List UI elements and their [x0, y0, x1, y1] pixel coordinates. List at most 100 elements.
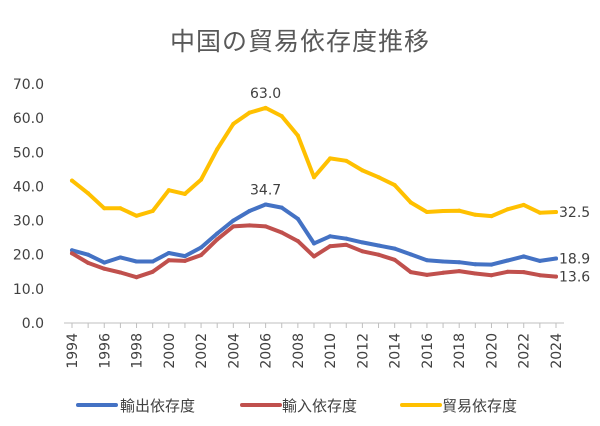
data-point — [505, 258, 510, 263]
y-tick-label: 30.0 — [13, 214, 44, 230]
x-tick-label: 1998 — [130, 333, 146, 369]
data-point — [328, 234, 333, 239]
data-point — [231, 224, 236, 229]
x-tick-label: 1996 — [97, 333, 113, 369]
x-tick-label: 2010 — [323, 333, 339, 369]
data-point — [199, 245, 204, 250]
data-label: 32.5 — [559, 205, 590, 221]
data-point — [86, 191, 91, 196]
y-tick-label: 0.0 — [22, 316, 44, 332]
data-label: 63.0 — [250, 86, 281, 102]
data-point — [408, 270, 413, 275]
legend-label-2: 貿易依存度 — [442, 397, 517, 415]
data-point — [360, 240, 365, 245]
data-point — [247, 110, 252, 115]
data-point — [521, 270, 526, 275]
data-point — [554, 274, 558, 279]
data-point — [392, 246, 397, 251]
data-point — [441, 209, 446, 214]
x-tick-label: 2008 — [291, 333, 307, 369]
data-point — [166, 258, 171, 263]
data-point — [295, 239, 300, 244]
data-label: 13.6 — [559, 270, 590, 286]
data-point — [295, 133, 300, 138]
data-point — [424, 210, 429, 215]
data-point — [376, 243, 381, 248]
y-tick-label: 20.0 — [13, 248, 44, 264]
data-point — [489, 273, 494, 278]
y-tick-label: 50.0 — [13, 145, 44, 161]
data-point — [473, 262, 478, 267]
data-point — [70, 248, 74, 253]
data-point — [312, 241, 316, 246]
data-point — [554, 256, 558, 261]
data-label: 34.7 — [250, 183, 281, 199]
x-tick-label: 2012 — [355, 333, 371, 369]
data-point — [376, 252, 381, 257]
data-point — [312, 254, 316, 259]
data-point — [344, 158, 349, 163]
data-point — [182, 254, 187, 259]
data-point — [344, 236, 349, 241]
data-point — [134, 259, 139, 264]
y-tick-label: 40.0 — [13, 179, 44, 195]
data-point — [537, 273, 542, 278]
x-tick-label: 2000 — [162, 333, 178, 369]
data-point — [279, 230, 284, 235]
data-point — [505, 269, 510, 274]
series-line-2 — [70, 105, 558, 219]
data-point — [70, 251, 74, 256]
series-line-1 — [70, 223, 558, 280]
x-tick-label: 2022 — [517, 333, 533, 369]
data-point — [86, 252, 91, 257]
data-point — [102, 266, 107, 271]
data-point — [199, 253, 204, 258]
x-tick-label: 2018 — [452, 333, 468, 369]
data-point — [150, 269, 155, 274]
data-point — [457, 260, 462, 265]
data-point — [392, 257, 397, 262]
data-point — [118, 270, 123, 275]
data-point — [312, 175, 316, 180]
data-point — [554, 210, 558, 215]
data-point — [279, 205, 284, 210]
chart-title: 中国の貿易依存度推移 — [169, 27, 430, 56]
y-tick-label: 60.0 — [13, 111, 44, 127]
data-point — [166, 188, 171, 193]
data-point — [441, 259, 446, 264]
data-point — [473, 271, 478, 276]
data-point — [150, 259, 155, 264]
x-tick-label: 2006 — [259, 333, 275, 369]
data-point — [457, 208, 462, 213]
data-point — [102, 260, 107, 265]
data-point — [489, 262, 494, 267]
data-point — [360, 168, 365, 173]
data-point — [166, 251, 171, 256]
data-point — [134, 213, 139, 218]
data-point — [457, 269, 462, 274]
x-tick-label: 2020 — [484, 333, 500, 369]
data-point — [102, 206, 107, 211]
data-point — [424, 258, 429, 263]
y-tick-label: 70.0 — [13, 77, 44, 93]
data-point — [182, 258, 187, 263]
data-point — [199, 177, 204, 182]
data-point — [376, 175, 381, 180]
data-point — [521, 254, 526, 259]
data-point — [182, 191, 187, 196]
data-point — [489, 214, 494, 219]
data-label: 18.9 — [559, 251, 590, 267]
x-tick-label: 1994 — [65, 333, 81, 369]
data-point — [263, 202, 268, 207]
y-tick-label: 10.0 — [13, 282, 44, 298]
x-tick-label: 2024 — [549, 333, 565, 369]
data-point — [537, 210, 542, 215]
data-point — [279, 114, 284, 119]
data-point — [505, 207, 510, 212]
data-point — [118, 255, 123, 260]
data-point — [263, 105, 268, 110]
x-tick-label: 2004 — [226, 333, 242, 369]
data-point — [150, 209, 155, 214]
